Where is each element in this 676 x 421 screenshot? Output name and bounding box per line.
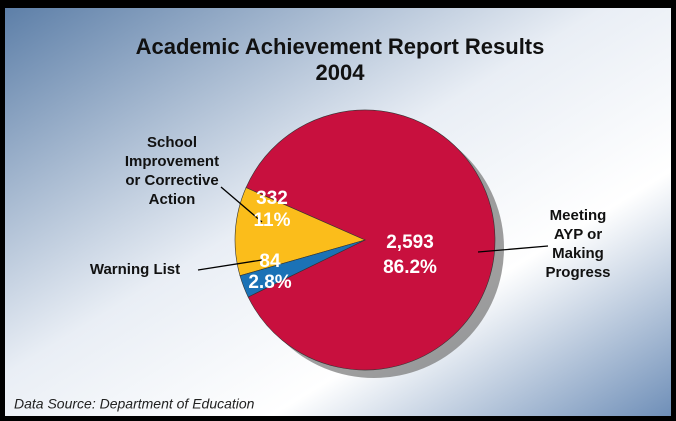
percent-label: 11% bbox=[254, 210, 291, 231]
slice-label: Action bbox=[149, 191, 196, 208]
pie-slice bbox=[239, 239, 366, 298]
slice-label: Progress bbox=[545, 264, 610, 281]
pie-slice bbox=[245, 109, 496, 371]
chart-subtitle: 2004 bbox=[316, 60, 366, 85]
slice-label: Improvement bbox=[125, 153, 219, 170]
slice-label: Warning List bbox=[90, 261, 180, 278]
leader-line bbox=[477, 245, 549, 253]
percent-label: 86.2% bbox=[383, 257, 437, 278]
value-label: 2,593 bbox=[386, 232, 434, 253]
slice-label: School bbox=[147, 134, 197, 151]
pie-slice bbox=[234, 187, 366, 277]
percent-label: 2.8% bbox=[248, 272, 291, 293]
slice-label: Meeting bbox=[550, 207, 607, 224]
leader-line bbox=[197, 259, 263, 271]
chart-title: Academic Achievement Report Results bbox=[136, 34, 545, 59]
slice-label: AYP or bbox=[554, 226, 603, 243]
slice-label: Making bbox=[552, 245, 604, 262]
value-label: 332 bbox=[256, 188, 288, 209]
leader-line bbox=[220, 186, 263, 223]
slice-label: or Corrective bbox=[125, 172, 218, 189]
source-note: Data Source: Department of Education bbox=[14, 396, 255, 412]
value-label: 84 bbox=[259, 251, 281, 272]
